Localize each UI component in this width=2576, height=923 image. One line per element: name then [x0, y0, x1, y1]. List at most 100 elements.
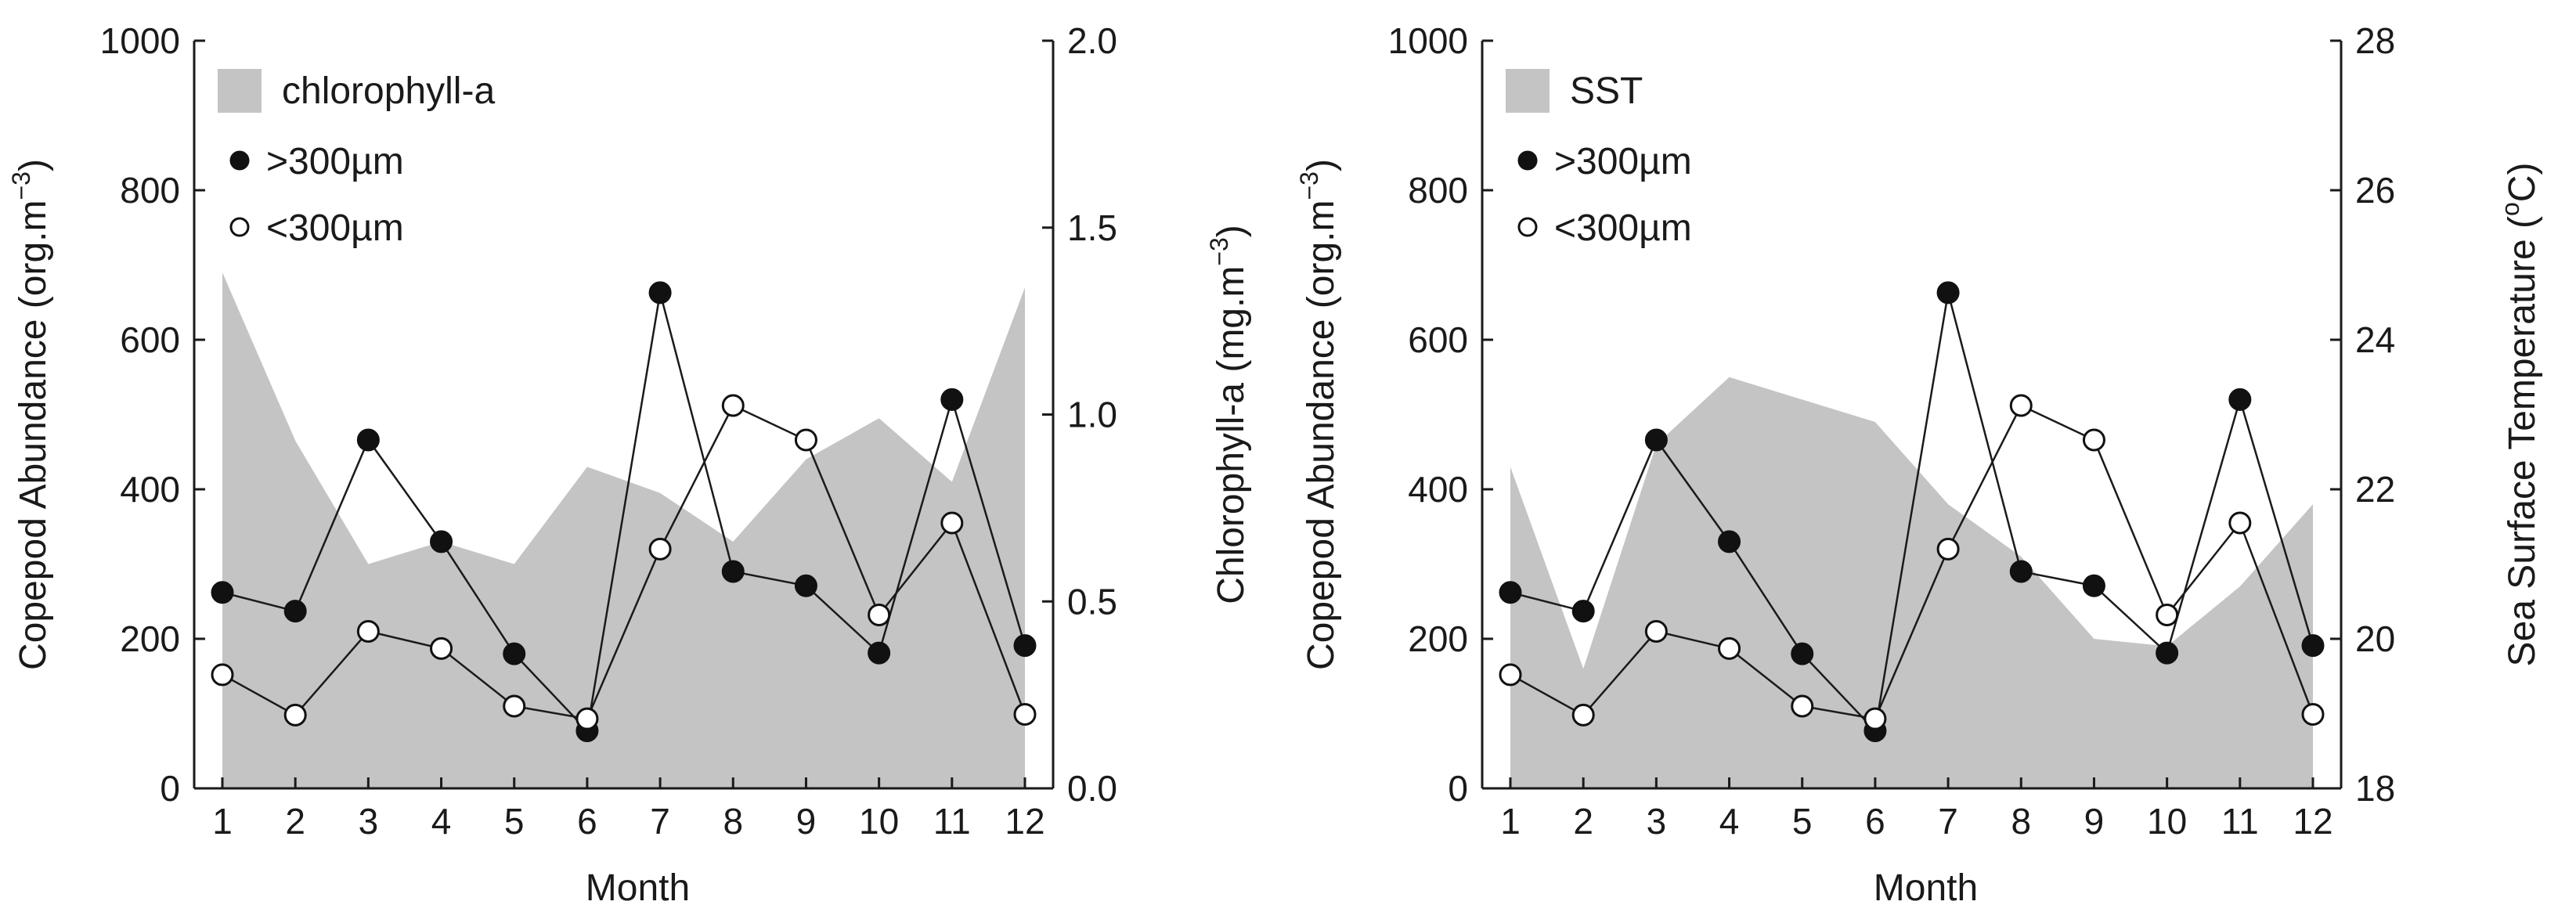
data-point-small: [2301, 702, 2325, 726]
data-point-small: [2082, 428, 2105, 452]
y2-tick-label: 26: [2355, 170, 2395, 211]
y-tick-label: 0: [160, 768, 180, 809]
data-point-large: [283, 600, 307, 623]
y2-tick-label: 24: [2355, 319, 2395, 360]
data-point-large: [2082, 574, 2105, 597]
data-point-large: [1718, 530, 1741, 553]
y-axis-title-main: Copepod Abundance (org.m: [1301, 200, 1342, 670]
data-point-large: [721, 560, 745, 583]
y2-axis-title: Chlorophyll-a (mg.m−3): [1205, 225, 1252, 604]
y-tick-label: 1000: [100, 20, 180, 61]
legend-marker-filled: [229, 150, 250, 171]
data-point-large: [868, 641, 891, 665]
x-tick-label: 5: [504, 801, 525, 842]
data-point-small: [1013, 702, 1037, 726]
y-tick-label: 400: [120, 469, 180, 510]
data-point-large: [648, 281, 672, 305]
y-axis-title-sup: −3: [7, 171, 35, 200]
data-point-small: [2228, 511, 2252, 535]
x-tick-label: 4: [1719, 801, 1740, 842]
data-point-large: [2228, 388, 2252, 411]
data-point-small: [211, 663, 234, 687]
legend-label-area: chlorophyll-a: [282, 70, 495, 112]
series-line-large: [222, 292, 1026, 734]
data-point-small: [283, 703, 307, 727]
legend-label-large: >300µm: [1554, 141, 1692, 182]
data-point-small: [1791, 694, 1814, 718]
y-tick-label: 1000: [1388, 20, 1468, 61]
y-tick-label: 600: [120, 319, 180, 360]
data-point-large: [940, 388, 964, 411]
y-tick-label: 800: [120, 170, 180, 211]
data-point-large: [2301, 634, 2325, 658]
y-axis-title: Copepod Abundance (org.m−3): [1295, 159, 1342, 670]
y-tick-label: 200: [120, 618, 180, 659]
y-tick-label: 0: [1448, 768, 1468, 809]
x-tick-label: 1: [212, 801, 233, 842]
y2-tick-label: 22: [2355, 469, 2395, 510]
y-axis-title-close: ): [13, 159, 54, 171]
data-point-small: [794, 428, 817, 452]
data-point-large: [1499, 581, 1522, 604]
x-axis-title: Month: [1874, 867, 1978, 909]
data-point-small: [356, 619, 380, 643]
data-point-large: [211, 581, 234, 604]
area-chlorophyll: [222, 272, 1025, 788]
x-tick-label: 6: [1865, 801, 1885, 842]
x-tick-label: 4: [431, 801, 452, 842]
series-line-large: [1510, 292, 2314, 734]
legend-label-area: SST: [1570, 70, 1643, 112]
x-tick-label: 3: [359, 801, 379, 842]
series-line-small: [222, 404, 1026, 720]
x-tick-label: 9: [2084, 801, 2105, 842]
x-tick-label: 11: [933, 801, 971, 842]
data-point-small: [721, 394, 745, 417]
data-point-small: [1499, 663, 1522, 687]
data-point-large: [356, 428, 380, 452]
x-tick-label: 3: [1647, 801, 1667, 842]
x-tick-label: 2: [285, 801, 305, 842]
x-axis-title: Month: [586, 867, 690, 909]
data-point-large: [794, 574, 817, 597]
data-point-small: [2156, 603, 2179, 626]
y2-tick-label: 20: [2355, 618, 2395, 659]
x-tick-label: 7: [1938, 801, 1958, 842]
data-point-small: [1644, 619, 1668, 643]
x-tick-label: 7: [650, 801, 670, 842]
data-point-large: [430, 530, 453, 553]
data-point-small: [1571, 703, 1595, 727]
data-point-small: [868, 603, 891, 626]
data-point-large: [1791, 642, 1814, 665]
y2-tick-label: 0.0: [1067, 768, 1117, 809]
y2-axis-title: Sea Surface Temperature (oC): [2496, 163, 2543, 667]
y2-tick-label: 18: [2355, 768, 2395, 809]
x-tick-label: 5: [1792, 801, 1813, 842]
data-point-large: [2009, 560, 2033, 583]
legend-swatch-area: [218, 69, 262, 113]
y2-axis-title-main: Chlorophyll-a (mg.m: [1210, 266, 1252, 604]
y-axis-title-sup: −3: [1295, 171, 1323, 200]
y2-tick-label: 1.0: [1067, 395, 1117, 435]
y2-tick-label: 0.5: [1067, 581, 1117, 622]
x-tick-label: 8: [2011, 801, 2031, 842]
y2-tick-label: 2.0: [1067, 20, 1117, 61]
y-axis-title-close: ): [1301, 159, 1342, 171]
x-tick-label: 1: [1500, 801, 1521, 842]
x-tick-label: 10: [2147, 801, 2187, 842]
x-tick-label: 6: [577, 801, 597, 842]
data-point-small: [2009, 394, 2033, 417]
x-tick-label: 12: [2293, 801, 2332, 842]
y2-axis-title-sup: o: [2496, 202, 2524, 216]
data-point-small: [1936, 537, 1960, 561]
data-point-small: [940, 511, 964, 535]
y-tick-label: 400: [1408, 469, 1468, 510]
data-point-small: [575, 707, 599, 730]
y2-axis-title-sup: −3: [1205, 237, 1233, 265]
x-tick-label: 2: [1573, 801, 1593, 842]
data-point-small: [648, 537, 672, 561]
data-point-large: [1936, 281, 1960, 305]
x-tick-label: 8: [723, 801, 743, 842]
